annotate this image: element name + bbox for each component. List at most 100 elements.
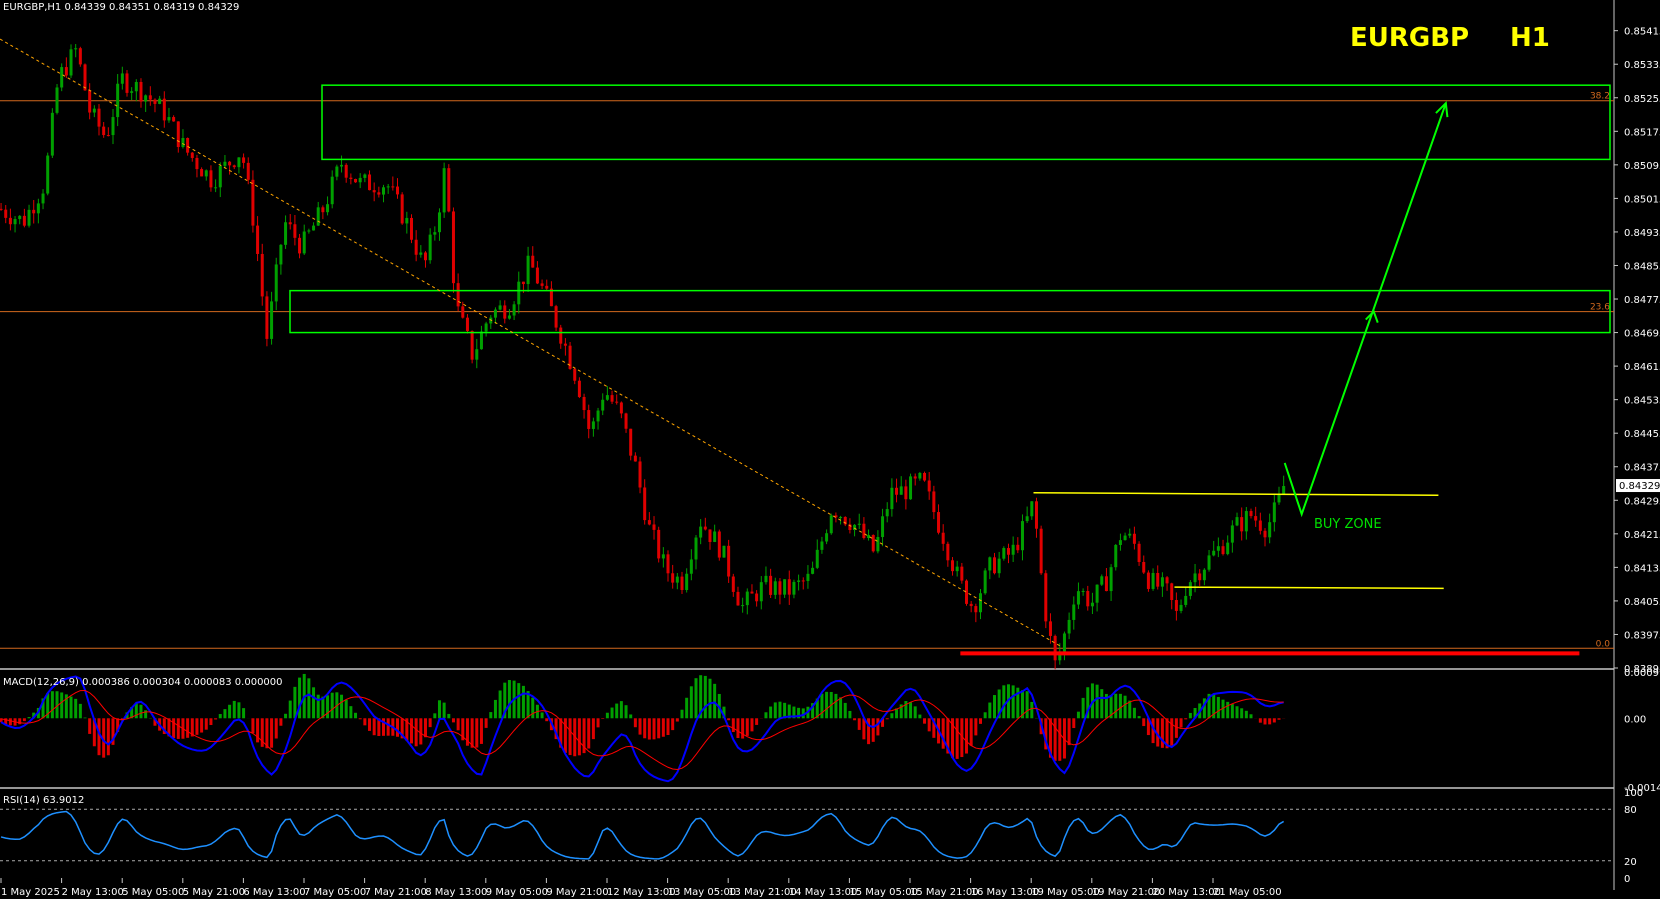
candle-body bbox=[633, 455, 637, 462]
candle-body bbox=[680, 576, 684, 590]
descending-trendline bbox=[0, 38, 1063, 648]
candle-body bbox=[1258, 520, 1262, 531]
candle-body bbox=[1165, 577, 1169, 584]
candle-body bbox=[195, 157, 199, 170]
candle-body bbox=[1226, 542, 1230, 555]
candle-body bbox=[731, 576, 735, 592]
price-tick-label: 0.84295 bbox=[1624, 496, 1660, 507]
candle-body bbox=[130, 91, 134, 93]
candle-body bbox=[941, 532, 945, 544]
candle-body bbox=[825, 533, 829, 542]
candle-body bbox=[405, 217, 409, 224]
candle-body bbox=[1202, 569, 1206, 581]
time-tick-label: 16 May 13:00 bbox=[971, 887, 1040, 898]
candle-body bbox=[573, 368, 577, 381]
candle-body bbox=[260, 253, 264, 297]
candle-body bbox=[1053, 635, 1057, 661]
candle-body bbox=[545, 285, 549, 289]
candle-body bbox=[437, 212, 441, 233]
candle-body bbox=[783, 579, 787, 595]
candle-body bbox=[820, 541, 824, 550]
candle-body bbox=[1179, 604, 1183, 611]
candle-body bbox=[829, 515, 833, 534]
candle-body bbox=[428, 234, 432, 261]
candle-body bbox=[27, 209, 31, 226]
candle-body bbox=[745, 591, 749, 606]
candle-body bbox=[377, 192, 381, 195]
candle-body bbox=[778, 581, 782, 595]
candle-body bbox=[927, 480, 931, 492]
time-tick-label: 2 May 13:00 bbox=[62, 887, 124, 898]
candle-body bbox=[909, 476, 913, 500]
fib-level-label: 0.0 bbox=[1596, 639, 1611, 649]
price-tick-label: 0.84855 bbox=[1624, 261, 1660, 272]
candle-body bbox=[694, 537, 698, 560]
rsi-tick-label: 0 bbox=[1624, 874, 1630, 885]
candle-body bbox=[890, 487, 894, 510]
time-tick-label: 8 May 13:00 bbox=[425, 887, 487, 898]
candle-body bbox=[815, 549, 819, 568]
candle-body bbox=[806, 573, 810, 581]
candle-body bbox=[1160, 577, 1164, 587]
projection-arrow-path bbox=[1283, 102, 1447, 518]
candle-body bbox=[433, 232, 437, 235]
candle-body bbox=[979, 593, 982, 613]
candle-body bbox=[50, 112, 54, 156]
candle-body bbox=[242, 157, 246, 163]
price-tick-label: 0.84135 bbox=[1624, 563, 1660, 574]
rsi-tick-label: 100 bbox=[1624, 788, 1643, 799]
candle-body bbox=[144, 95, 148, 102]
candle-body bbox=[228, 161, 232, 166]
price-tick-label: 0.85415 bbox=[1624, 27, 1660, 38]
candle-body bbox=[312, 225, 316, 231]
candle-body bbox=[521, 281, 525, 285]
candle-body bbox=[64, 67, 68, 76]
price-tick-label: 0.84775 bbox=[1624, 295, 1660, 306]
candle-body bbox=[139, 81, 143, 102]
candle-body bbox=[475, 349, 479, 360]
candle-body bbox=[937, 512, 941, 533]
candle-body bbox=[1156, 572, 1160, 587]
candle-body bbox=[559, 327, 563, 344]
candle-body bbox=[335, 166, 339, 177]
candle-body bbox=[1034, 501, 1038, 529]
time-tick-label: 9 May 21:00 bbox=[546, 887, 608, 898]
candle-body bbox=[965, 580, 969, 604]
candle-body bbox=[349, 177, 353, 179]
candle-body bbox=[386, 186, 390, 188]
fibonacci-levels: 38.2 23.6 0.0 bbox=[0, 92, 1614, 649]
candle-body bbox=[1193, 573, 1197, 583]
candle-body bbox=[1170, 583, 1174, 601]
price-tick-label: 0.85015 bbox=[1624, 194, 1660, 205]
candle-body bbox=[265, 296, 269, 339]
candle-body bbox=[1048, 621, 1052, 636]
price-tick-label: 0.83975 bbox=[1624, 630, 1660, 641]
candle-body bbox=[1076, 591, 1080, 605]
candle-body bbox=[409, 217, 413, 240]
candle-body bbox=[498, 305, 502, 310]
candle-body bbox=[218, 165, 222, 188]
candle-body bbox=[83, 64, 87, 91]
candle-body bbox=[321, 207, 325, 213]
candlestick-series bbox=[0, 43, 1286, 670]
candle-body bbox=[1011, 544, 1015, 555]
timeframe-title: H1 bbox=[1510, 23, 1550, 53]
candle-body bbox=[624, 413, 628, 429]
time-tick-label: 5 May 05:00 bbox=[122, 887, 184, 898]
time-tick-label: 9 May 05:00 bbox=[486, 887, 548, 898]
symbol-title: EURGBP bbox=[1350, 23, 1469, 53]
candle-body bbox=[18, 215, 22, 220]
candle-body bbox=[601, 399, 605, 411]
candle-body bbox=[111, 117, 115, 136]
candle-body bbox=[540, 283, 544, 286]
candle-body bbox=[344, 164, 348, 178]
candle-body bbox=[237, 157, 241, 168]
candle-body bbox=[811, 567, 815, 574]
candle-body bbox=[270, 301, 274, 339]
candle-body bbox=[88, 90, 92, 113]
candle-body bbox=[1118, 540, 1122, 545]
candle-body bbox=[853, 524, 857, 531]
candle-body bbox=[563, 343, 567, 346]
candle-body bbox=[703, 526, 707, 530]
